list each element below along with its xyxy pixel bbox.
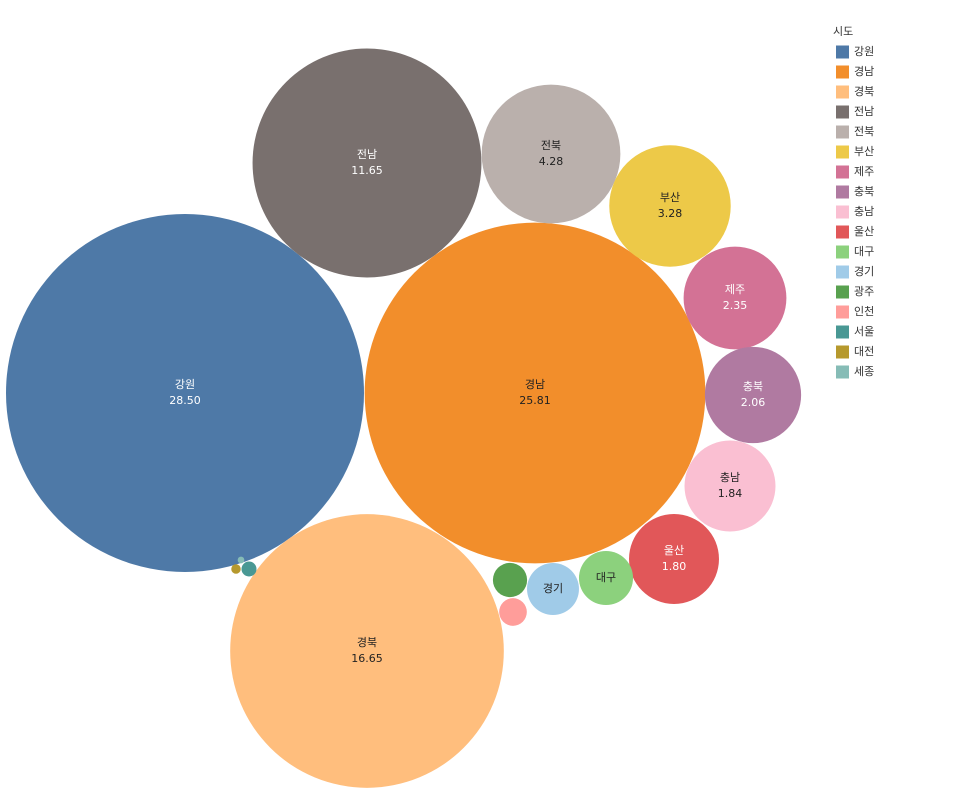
value-label: 2.35 — [723, 299, 748, 312]
legend-label: 대전 — [854, 345, 874, 358]
legend-swatch — [836, 85, 849, 99]
bubble-label: 전북 — [541, 139, 561, 152]
bubble — [492, 562, 528, 598]
bubble-label: 부산 — [660, 191, 680, 204]
legend-swatch — [836, 165, 849, 179]
legend-swatch — [836, 225, 849, 239]
legend-swatch — [836, 45, 849, 59]
legend-label: 부산 — [854, 145, 874, 158]
legend-label: 제주 — [854, 165, 874, 178]
bubble-label: 충북 — [743, 380, 763, 393]
bubble-label: 제주 — [725, 283, 745, 296]
bubble-label: 강원 — [175, 378, 195, 391]
legend-title: 시도 — [833, 25, 853, 38]
value-label: 2.06 — [741, 396, 766, 409]
legend-label: 강원 — [854, 45, 874, 58]
value-label: 25.81 — [519, 394, 551, 407]
bubble — [481, 84, 621, 224]
legend-label: 세종 — [854, 365, 874, 378]
legend-label: 전남 — [854, 105, 874, 118]
legend-swatch — [836, 285, 849, 299]
legend-label: 경북 — [854, 85, 874, 98]
legend-swatch — [836, 345, 849, 359]
bubble — [230, 514, 504, 788]
bubble — [237, 556, 245, 564]
legend-swatch — [836, 125, 849, 139]
bubble — [683, 246, 787, 350]
legend-label: 대구 — [854, 245, 874, 258]
bubble-label: 울산 — [664, 544, 684, 557]
value-label: 3.28 — [658, 207, 683, 220]
legend-label: 충남 — [854, 205, 874, 218]
legend-label: 인천 — [854, 304, 874, 318]
legend-label: 전북 — [854, 125, 874, 138]
value-label: 11.65 — [351, 164, 383, 177]
legend-swatch — [836, 245, 849, 259]
bubble-label: 경기 — [543, 582, 563, 595]
legend-label: 경남 — [854, 65, 874, 78]
legend-label: 울산 — [854, 225, 874, 238]
legend-swatch — [836, 205, 849, 219]
bubble — [252, 48, 482, 278]
legend-swatch — [836, 105, 849, 119]
legend-swatch — [836, 185, 849, 199]
value-label: 16.65 — [351, 652, 383, 665]
bubble — [364, 222, 706, 564]
bubble — [684, 440, 776, 532]
legend-label: 경기 — [854, 265, 874, 278]
value-label: 1.80 — [662, 560, 687, 573]
bubble-label: 경남 — [525, 378, 545, 391]
legend-swatch — [836, 325, 849, 339]
bubble — [704, 346, 802, 444]
legend-label: 서울 — [854, 325, 874, 338]
bubble — [629, 514, 719, 604]
bubble — [527, 563, 579, 615]
legend-swatch — [836, 365, 849, 379]
value-label: 4.28 — [539, 155, 564, 168]
legend-swatch — [836, 265, 849, 279]
legend-swatch — [836, 305, 849, 319]
bubble-label: 경북 — [357, 636, 377, 649]
bubble-label: 충남 — [720, 471, 740, 484]
bubble — [499, 598, 527, 626]
legend-label: 광주 — [854, 285, 874, 298]
bubble — [6, 214, 364, 572]
value-label: 1.84 — [718, 487, 743, 500]
legend-swatch — [836, 145, 849, 159]
bubble-label: 대구 — [596, 571, 616, 584]
legend-swatch — [836, 65, 849, 79]
bubble — [578, 550, 634, 606]
bubble — [231, 564, 241, 574]
bubble — [241, 561, 257, 577]
bubble-label: 전남 — [357, 148, 377, 161]
bubble — [609, 145, 731, 267]
value-label: 28.50 — [169, 394, 201, 407]
legend-label: 충북 — [854, 185, 874, 198]
